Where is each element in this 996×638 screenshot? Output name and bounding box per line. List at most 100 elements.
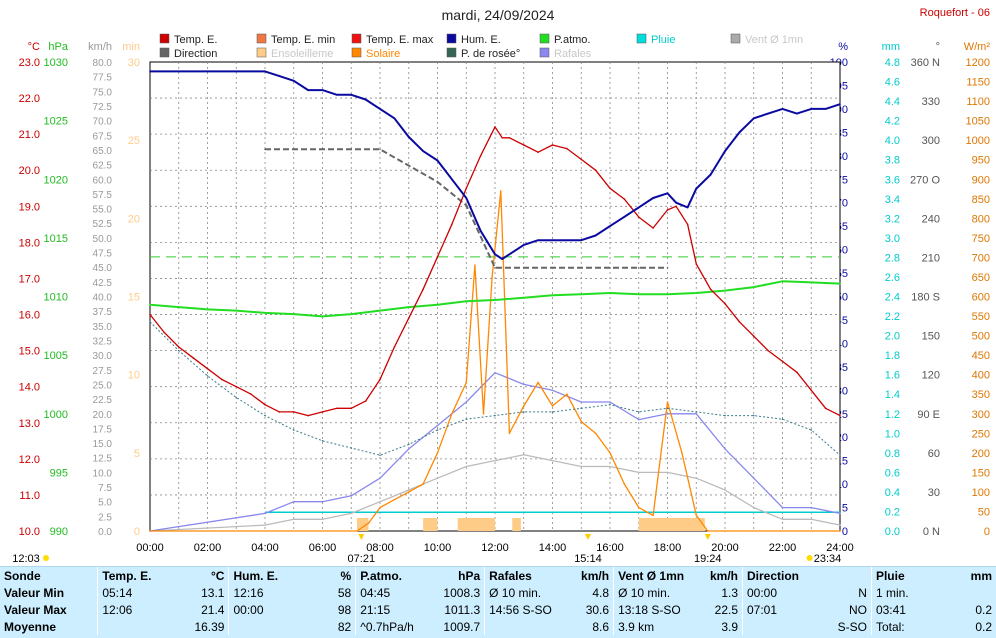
- moon-icon: [806, 555, 813, 561]
- chart-title: mardi, 24/09/2024: [442, 7, 555, 23]
- series-point: [379, 506, 381, 509]
- series-point: [307, 414, 309, 417]
- right-axis-tick: 4.2: [885, 116, 900, 128]
- series-point: [609, 401, 611, 403]
- left-axis-tick: 70.0: [93, 117, 113, 128]
- legend-swatch: [446, 33, 457, 44]
- legend-swatch: [446, 47, 457, 58]
- summary-cell-value: 16.39: [194, 619, 225, 634]
- right-axis-tick: 4.8: [885, 57, 900, 69]
- right-axis-tick: 550: [972, 311, 990, 323]
- legend-swatch: [539, 47, 550, 58]
- series-point: [350, 313, 353, 315]
- summary-row: Moyenne 16.39 82 ^0.7hPa/h 1009.7 8.6 3.9 km 3.…: [0, 618, 996, 635]
- station-name: Roquefort - 06: [920, 7, 990, 19]
- series-point: [810, 506, 813, 509]
- right-axis-unit: W/m²: [964, 41, 991, 53]
- series-point: [695, 292, 698, 294]
- left-axis-tick: 75.0: [93, 87, 113, 98]
- series-point: [623, 198, 626, 200]
- series-point: [551, 389, 554, 392]
- left-axis-tick: 65.0: [93, 146, 113, 157]
- left-axis-tick: 16.0: [19, 310, 40, 322]
- summary-cell-value: [938, 584, 996, 601]
- left-axis-tick: 20.0: [19, 165, 40, 177]
- series-point: [379, 309, 381, 312]
- left-axis-tick: 13.0: [19, 418, 40, 430]
- right-axis-tick: 1.6: [885, 370, 900, 382]
- series-point: [681, 452, 683, 454]
- series-point: [537, 151, 539, 153]
- summary-cell-time: Total:: [870, 618, 939, 635]
- series-point: [752, 414, 755, 417]
- series-point: [482, 412, 485, 415]
- legend-swatch: [636, 33, 647, 44]
- series-point: [393, 117, 396, 120]
- summary-cell-time: 3.9 km: [613, 618, 685, 635]
- right-axis-tick: 3.0: [885, 233, 900, 245]
- series-point: [652, 227, 654, 229]
- series-point: [192, 357, 194, 359]
- series-point: [724, 289, 726, 292]
- summary-cell-time: 07:01: [742, 601, 810, 618]
- series-point: [264, 148, 266, 151]
- summary-cell-time: 21:15: [355, 601, 430, 618]
- series-point: [494, 414, 496, 417]
- right-axis-tick: 500: [972, 331, 990, 343]
- series-point: [494, 267, 496, 269]
- series-point: [393, 346, 396, 348]
- right-axis-tick: 1150: [966, 77, 990, 89]
- right-axis-tick: 4.6: [885, 77, 900, 89]
- summary-header: Sonde: [4, 568, 41, 583]
- series-point: [695, 187, 698, 190]
- series-point: [522, 405, 525, 407]
- right-axis-tick: 450: [972, 350, 990, 362]
- series-point: [149, 313, 151, 316]
- summary-cell-value: 4.8: [592, 585, 610, 600]
- series-point: [436, 181, 439, 183]
- series-vent-1mn: [149, 454, 841, 532]
- summary-header: Temp. E.: [97, 567, 165, 584]
- series-point: [465, 187, 468, 190]
- series-point: [824, 407, 827, 410]
- series-point: [436, 429, 439, 431]
- right-axis-tick: 1200: [966, 57, 990, 69]
- right-axis-tick: 1100: [966, 96, 990, 108]
- right-axis-tick: 2.2: [885, 311, 900, 323]
- summary-cell-time: Ø 10 min.: [613, 584, 685, 601]
- series-point: [675, 205, 677, 208]
- right-axis-tick: 270 O: [910, 174, 940, 186]
- right-axis-tick: 0.0: [885, 526, 900, 538]
- right-axis-tick: 240: [922, 213, 940, 225]
- legend-label: Vent Ø 1mn: [745, 34, 803, 46]
- right-axis-tick: 0.4: [885, 487, 900, 499]
- series-point: [407, 489, 410, 491]
- series-point: [623, 215, 626, 218]
- series-point: [177, 346, 180, 348]
- summary-cell-value: 22.5: [714, 602, 738, 617]
- legend-swatch: [539, 33, 550, 44]
- series-point: [356, 530, 358, 532]
- right-axis-tick: 650: [972, 272, 990, 284]
- legend-label: P. de rosée°: [461, 48, 520, 60]
- series-point: [796, 371, 798, 374]
- series-point: [609, 267, 611, 269]
- grid: [150, 62, 840, 531]
- x-axis-tick: 04:00: [251, 542, 279, 554]
- series-point: [508, 432, 511, 435]
- sunshine-bars: [265, 511, 840, 531]
- series-point: [321, 518, 324, 521]
- series-point: [666, 471, 669, 474]
- series-point: [436, 159, 439, 162]
- series-point: [364, 98, 367, 101]
- left-axis-tick: 15: [128, 292, 140, 304]
- summary-cell-time: ^0.7hPa/h: [355, 618, 430, 635]
- series-point: [637, 418, 640, 421]
- series-point: [839, 530, 841, 532]
- right-axis-tick: 900: [972, 174, 990, 186]
- summary-cell-time: 00:00: [228, 601, 301, 618]
- series-point: [609, 452, 611, 454]
- legend-swatch: [351, 47, 362, 58]
- right-axis-tick: 200: [972, 448, 990, 460]
- x-axis-tick: 22:00: [769, 542, 797, 554]
